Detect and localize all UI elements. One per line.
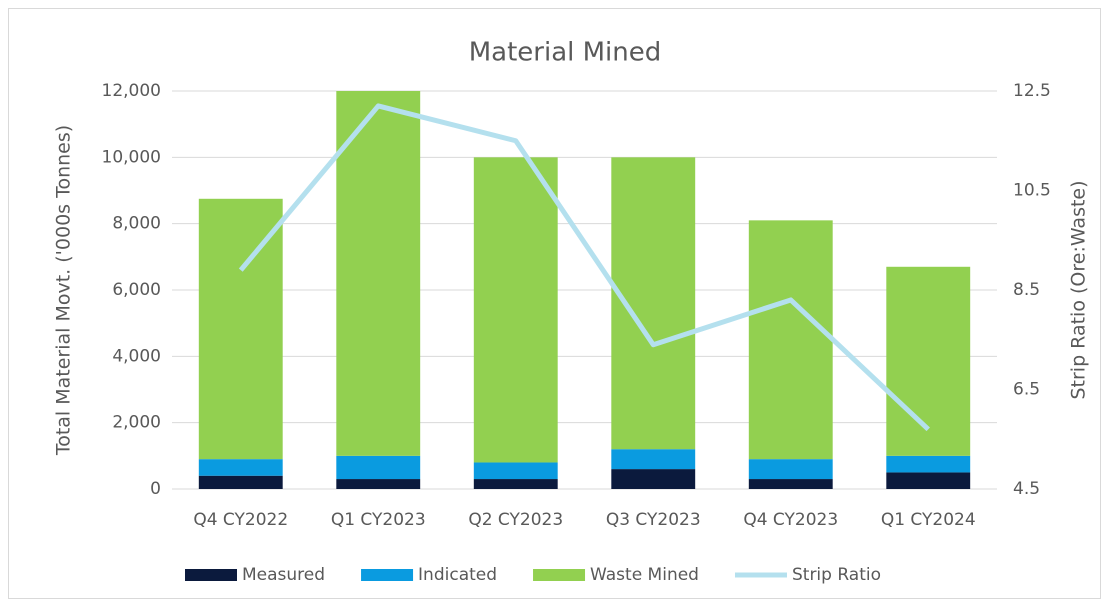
line-series [238, 103, 930, 432]
bar-segment [336, 455, 421, 480]
y-tick-label: 8,000 [112, 214, 161, 234]
legend-label: Measured [242, 565, 325, 585]
bar-segment [886, 472, 971, 489]
chart-title: Material Mined [469, 38, 662, 68]
bar-segment [473, 479, 558, 489]
x-tick-label: Q1 CY2023 [331, 510, 426, 530]
y2-tick-label: 8.5 [1013, 280, 1040, 300]
y2-tick-label: 10.5 [1013, 181, 1051, 201]
y-tick-label: 0 [150, 479, 161, 499]
y-tick-label: 12,000 [102, 81, 161, 101]
legend-label: Strip Ratio [792, 565, 881, 585]
bar-segment [473, 462, 558, 480]
bar-segment [198, 198, 283, 460]
bar-segment [748, 459, 833, 480]
bar-segment [748, 479, 833, 489]
legend-swatch [533, 569, 586, 581]
y2-tick-label: 4.5 [1013, 479, 1040, 499]
y2-tick-label: 12.5 [1013, 81, 1051, 101]
bar-segment [198, 459, 283, 476]
y-axis-title: Total Material Movt. ('000s Tonnes) [53, 125, 75, 456]
legend-label: Waste Mined [590, 565, 699, 585]
x-tick-label: Q4 CY2022 [193, 510, 288, 530]
y-tick-label: 6,000 [112, 280, 161, 300]
y-tick-label: 4,000 [112, 346, 161, 366]
bar-segment [611, 469, 696, 489]
bar-segment [611, 449, 696, 470]
bar-segment [748, 220, 833, 460]
y2-tick-label: 6.5 [1013, 380, 1040, 400]
bar-segment [473, 157, 558, 463]
y-tick-label: 2,000 [112, 413, 161, 433]
bar-segment [198, 475, 283, 489]
x-tick-label: Q2 CY2023 [468, 510, 563, 530]
legend-label: Indicated [418, 565, 497, 585]
bar-segment [336, 479, 421, 489]
bar-segment [886, 455, 971, 473]
x-tick-label: Q3 CY2023 [606, 510, 701, 530]
y2-axis-title: Strip Ratio (Ore:Waste) [1068, 180, 1090, 399]
bar-segment [336, 91, 421, 456]
legend-swatch [361, 569, 414, 581]
x-tick-label: Q1 CY2024 [881, 510, 976, 530]
x-tick-label: Q4 CY2023 [743, 510, 838, 530]
bar-segment [886, 266, 971, 456]
legend-swatch [185, 569, 237, 581]
y-tick-label: 10,000 [102, 147, 161, 167]
